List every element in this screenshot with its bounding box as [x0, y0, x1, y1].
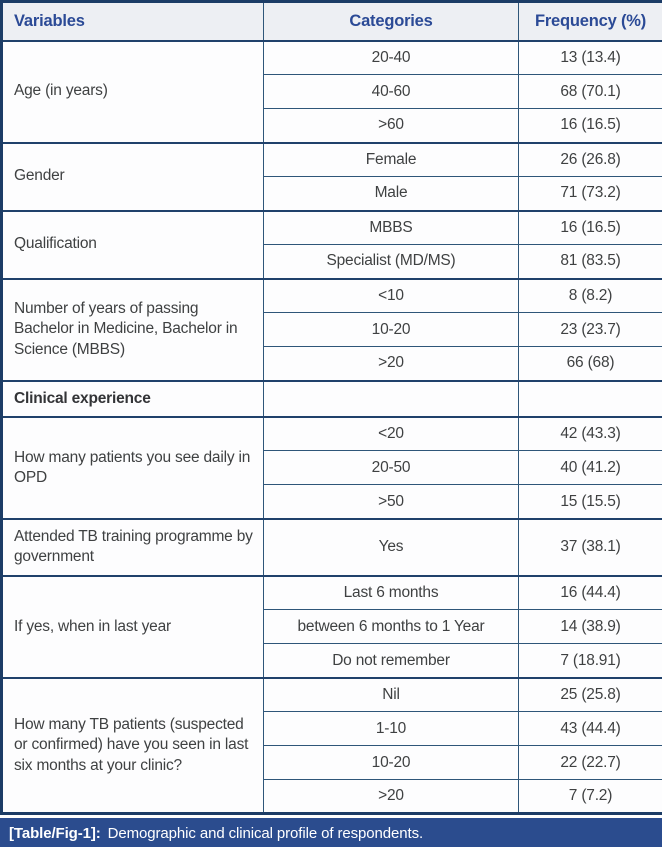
category-cell: 1-10 — [263, 711, 519, 747]
frequency-cell: 15 (15.5) — [518, 484, 662, 520]
table-row: How many patients you see daily in OPD <2… — [1, 415, 662, 520]
frequency-cell: 66 (68) — [518, 346, 662, 381]
frequency-cell: 22 (22.7) — [518, 745, 662, 781]
table-row: Male 71 (73.2) — [2, 176, 662, 211]
variable-cell: How many TB patients (suspected or confi… — [1, 676, 264, 815]
category-cell: >50 — [263, 484, 519, 520]
frequency-cell: 25 (25.8) — [518, 676, 662, 713]
table-row: >20 66 (68) — [2, 346, 662, 381]
category-cell: MBBS — [263, 209, 519, 245]
category-cell: Nil — [263, 676, 519, 713]
frequency-cell: 23 (23.7) — [518, 312, 662, 347]
frequency-cell: 7 (18.91) — [518, 643, 662, 679]
category-cell: 10-20 — [263, 745, 519, 781]
frequency-cell: 26 (26.8) — [518, 141, 662, 177]
category-cell: Yes — [263, 517, 519, 577]
frequency-cell: 68 (70.1) — [518, 74, 662, 109]
category-cell: between 6 months to 1 Year — [263, 609, 519, 645]
frequency-cell: 13 (13.4) — [518, 39, 662, 75]
variable-cell: Attended TB training programme by govern… — [1, 517, 264, 577]
caption-label: [Table/Fig-1]: — [9, 824, 101, 842]
frequency-cell: 8 (8.2) — [518, 277, 662, 313]
category-cell: 40-60 — [263, 74, 519, 109]
frequency-cell: 43 (44.4) — [518, 711, 662, 747]
table-row: Clinical experience — [1, 379, 662, 418]
category-cell: 10-20 — [263, 312, 519, 347]
frequency-cell: 14 (38.9) — [518, 609, 662, 645]
table-row: Age (in years) 20-40 13 (13.4) — [1, 39, 662, 143]
frequency-cell: 40 (41.2) — [518, 450, 662, 486]
frequency-cell: 7 (7.2) — [518, 779, 662, 815]
table-row: Specialist (MD/MS) 81 (83.5) — [2, 244, 662, 279]
category-cell — [263, 379, 519, 418]
col-header-frequency: Frequency (%) — [518, 1, 662, 42]
category-cell: <20 — [263, 415, 519, 452]
frequency-cell: 81 (83.5) — [518, 244, 662, 279]
frequency-cell: 42 (43.3) — [518, 415, 662, 452]
frequency-cell: 16 (16.5) — [518, 209, 662, 245]
frequency-cell: 16 (16.5) — [518, 108, 662, 143]
table-row: Attended TB training programme by govern… — [1, 517, 662, 577]
category-cell: Specialist (MD/MS) — [263, 244, 519, 279]
table-row: 20-50 40 (41.2) — [2, 450, 662, 486]
variable-cell: If yes, when in last year — [1, 574, 264, 679]
table-caption: [Table/Fig-1]: Demographic and clinical … — [0, 818, 662, 847]
table-row: If yes, when in last year Last 6 months 16… — [1, 574, 662, 679]
table-row: 1-10 43 (44.4) — [2, 711, 662, 747]
table-row: >50 15 (15.5) — [2, 484, 662, 520]
table-row: >60 16 (16.5) — [2, 108, 662, 143]
category-cell: >20 — [263, 779, 519, 815]
table-row: Qualification MBBS 16 (16.5) — [1, 209, 662, 279]
category-cell: Female — [263, 141, 519, 177]
frequency-cell: 16 (44.4) — [518, 574, 662, 611]
category-cell: >20 — [263, 346, 519, 381]
table-row: Do not remember 7 (18.91) — [2, 643, 662, 679]
col-header-variables: Variables — [1, 1, 264, 42]
frequency-cell — [518, 379, 662, 418]
category-cell: Do not remember — [263, 643, 519, 679]
variable-cell: Number of years of passing Bachelor in M… — [1, 277, 264, 381]
variable-cell: Age (in years) — [1, 39, 264, 143]
table-row: 10-20 22 (22.7) — [2, 745, 662, 781]
table-row: between 6 months to 1 Year 14 (38.9) — [2, 609, 662, 645]
frequency-cell: 37 (38.1) — [518, 517, 662, 577]
frequency-cell: 71 (73.2) — [518, 176, 662, 211]
table-row: Gender Female 26 (26.8) — [1, 141, 662, 211]
variable-cell: How many patients you see daily in OPD — [1, 415, 264, 520]
category-cell: Male — [263, 176, 519, 211]
caption-text: Demographic and clinical profile of resp… — [107, 824, 424, 842]
category-cell: Last 6 months — [263, 574, 519, 611]
demographic-table: Variables Categories Frequency (%) Age (… — [0, 0, 662, 816]
table-row: How many TB patients (suspected or confi… — [1, 676, 662, 815]
header-row: Variables Categories Frequency (%) — [1, 1, 662, 42]
category-cell: <10 — [263, 277, 519, 313]
col-header-categories: Categories — [263, 1, 519, 42]
category-cell: 20-50 — [263, 450, 519, 486]
category-cell: 20-40 — [263, 39, 519, 75]
variable-cell: Clinical experience — [1, 379, 264, 418]
table-row: Number of years of passing Bachelor in M… — [1, 277, 662, 381]
variable-cell: Qualification — [1, 209, 264, 279]
variable-cell: Gender — [1, 141, 264, 211]
table-row: >20 7 (7.2) — [2, 779, 662, 815]
category-cell: >60 — [263, 108, 519, 143]
